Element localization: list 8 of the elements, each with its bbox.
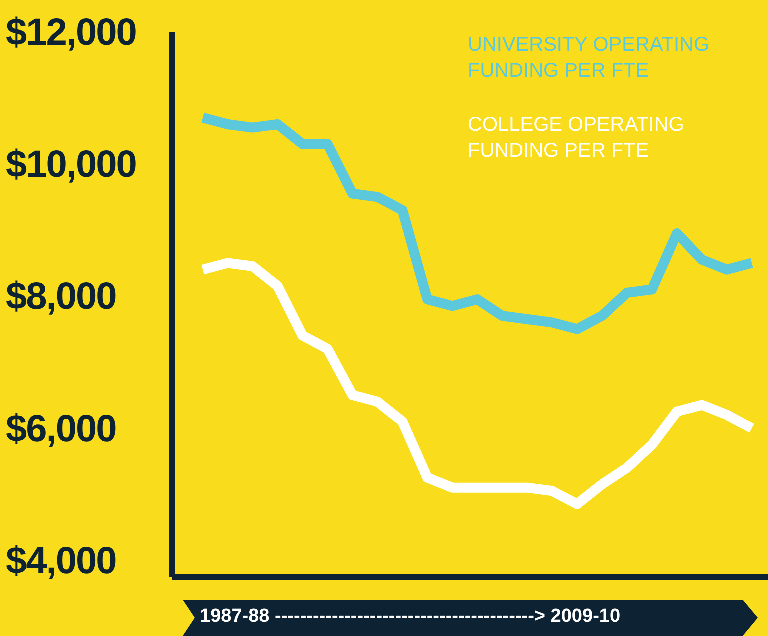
y-tick-label: $8,000 <box>6 276 116 318</box>
text: UNIVERSITY OPERATING FUNDING PER FTE <box>468 33 711 84</box>
y-tick-label: $6,000 <box>6 408 116 450</box>
text: COLLEGE OPERATING FUNDING PER FTE <box>468 113 686 164</box>
y-tick-label: $4,000 <box>6 540 116 582</box>
x-axis-title: 1987-88 -----------------------------------------> 2009-10 <box>200 606 622 628</box>
y-tick-label: $12,000 <box>6 12 136 54</box>
y-tick-label: $10,000 <box>6 144 136 186</box>
